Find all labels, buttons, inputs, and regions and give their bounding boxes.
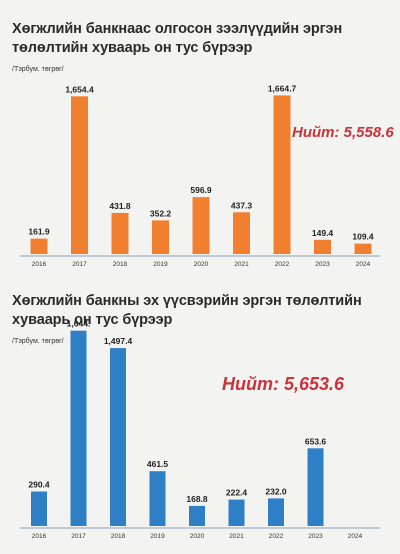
- data-label-2020: 168.8: [186, 494, 208, 504]
- data-label-2022: 1,664.7: [268, 83, 297, 93]
- unit-label: /Тэрбум. төгрөг/: [12, 338, 64, 345]
- tick-label-2021: 2021: [234, 261, 249, 268]
- tick-label-2021: 2021: [229, 533, 244, 540]
- repayment-chart-panel: Хөгжлийн банкнаас олгосон зээлүүдийн эрг…: [0, 0, 400, 276]
- data-label-2023: 149.4: [312, 228, 334, 238]
- tick-label-2018: 2018: [111, 533, 126, 540]
- bar-2016: [31, 491, 47, 526]
- tick-label-2024: 2024: [348, 533, 363, 540]
- total-label: Нийт: 5,558.6: [292, 124, 394, 141]
- chart-title: Хөгжлийн банкнаас олгосон зээлүүдийн эрг…: [12, 21, 343, 56]
- tick-label-2020: 2020: [190, 533, 205, 540]
- data-label-2022: 232.0: [265, 486, 287, 496]
- tick-label-2024: 2024: [356, 261, 371, 268]
- bar-2023: [307, 448, 324, 526]
- data-label-2017: 1,644.: [67, 319, 91, 329]
- funding-source-chart-panel: Хөгжлийн банкны эх үүсвэрийн эргэн төлөл…: [0, 280, 400, 554]
- tick-label-2023: 2023: [315, 261, 330, 268]
- bar-chart-2: 290.4 2016 1,644. 2017 1,497.4 2018 461.5 2019 1…: [20, 319, 380, 540]
- bar-chart-1: 161.9 2016 1,654.4 2017 431.8 2018 352.2 2019 59…: [20, 83, 380, 268]
- bar-2021: [228, 499, 245, 526]
- bar-2019: [152, 220, 169, 254]
- tick-label-2023: 2023: [308, 533, 323, 540]
- data-label-2019: 352.2: [150, 208, 172, 218]
- data-label-2023: 653.6: [305, 436, 327, 446]
- tick-label-2018: 2018: [113, 261, 128, 268]
- bar-2020: [189, 505, 205, 526]
- data-label-2021: 222.4: [226, 488, 248, 498]
- tick-label-2019: 2019: [153, 261, 168, 268]
- data-label-2016: 290.4: [28, 480, 50, 490]
- data-label-2020: 596.9: [190, 185, 212, 195]
- tick-label-2022: 2022: [275, 261, 290, 268]
- tick-label-2019: 2019: [150, 533, 165, 540]
- data-label-2018: 1,497.4: [104, 336, 133, 346]
- bar-2017: [71, 96, 88, 254]
- bar-2022: [273, 95, 291, 255]
- bar-2018: [110, 348, 126, 526]
- tick-label-2016: 2016: [32, 533, 47, 540]
- bar-2018: [111, 212, 129, 254]
- bar-2023: [314, 239, 331, 254]
- tick-label-2022: 2022: [269, 533, 284, 540]
- bar-2019: [149, 471, 166, 526]
- data-label-2019: 461.5: [147, 459, 169, 469]
- data-label-2021: 437.3: [231, 200, 253, 210]
- data-label-2024: 109.4: [352, 232, 374, 242]
- tick-label-2020: 2020: [194, 261, 209, 268]
- data-label-2017: 1,654.4: [65, 84, 94, 94]
- bar-2022: [268, 498, 284, 526]
- unit-label: /Тэрбум. төгрөг/: [12, 66, 64, 73]
- bar-2016: [30, 238, 48, 254]
- data-label-2016: 161.9: [28, 227, 50, 237]
- tick-label-2016: 2016: [32, 261, 47, 268]
- tick-label-2017: 2017: [71, 533, 86, 540]
- tick-label-2017: 2017: [72, 261, 87, 268]
- bar-2024: [354, 243, 372, 254]
- chart-title: Хөгжлийн банкны эх үүсвэрийн эргэн төлөл…: [12, 293, 362, 328]
- bar-2020: [192, 197, 210, 254]
- bar-2017: [70, 330, 87, 526]
- bar-2021: [233, 212, 250, 254]
- total-label: Нийт: 5,653.6: [222, 374, 345, 394]
- data-label-2018: 431.8: [109, 201, 131, 211]
